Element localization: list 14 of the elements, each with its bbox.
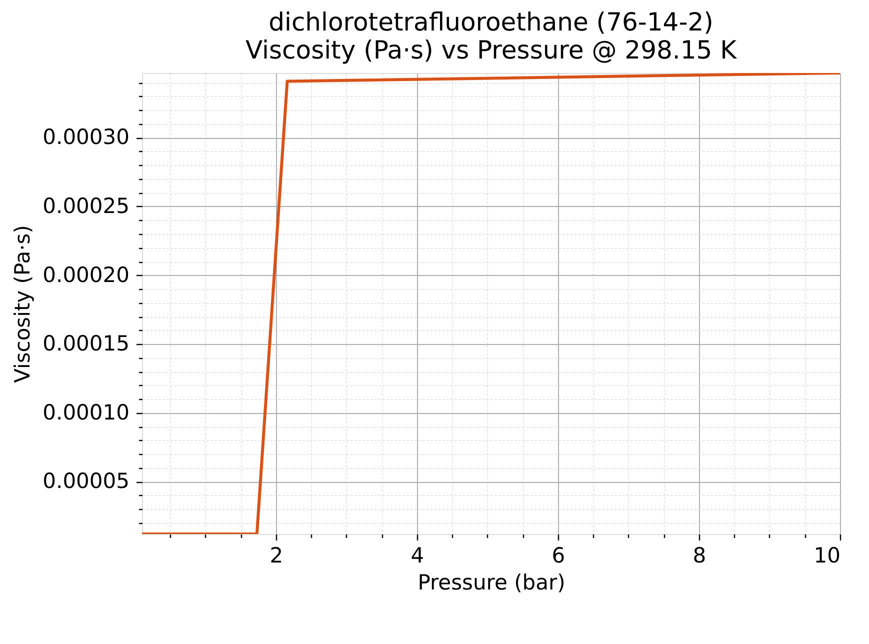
y-axis-title: Viscosity (Pa·s) [10,225,35,383]
chart-title: dichlorotetrafluoroethane (76-14-2) Viscosity (Pa·s) vs Pressure @ 298.15 K [245,8,738,65]
x-tick-label: 4 [410,544,424,568]
y-tick-label: 0.00020 [42,262,130,287]
y-tick-label: 0.00030 [42,125,130,150]
x-tick-label: 6 [552,544,566,568]
x-tick-label: 10 [814,544,840,568]
y-tick-label: 0.00015 [42,332,130,356]
y-tick-label: 0.00010 [42,400,130,424]
x-axis-title: Pressure (bar) [418,570,566,594]
x-tick-label: 8 [692,544,706,568]
y-tick-label: 0.00005 [42,469,130,494]
x-tick-label: 2 [270,544,284,568]
y-tick-label: 0.00025 [42,194,130,218]
